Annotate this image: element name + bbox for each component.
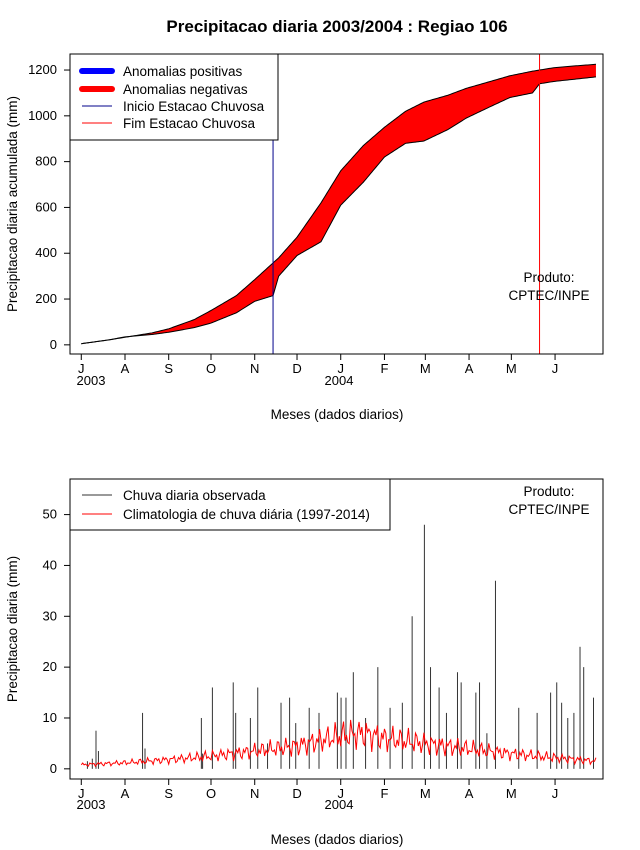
x-tick-label: A	[121, 361, 130, 376]
x-tick-label: J	[552, 786, 559, 801]
x-tick-label: D	[292, 361, 301, 376]
y-tick-label: 50	[43, 507, 57, 522]
top-credit-line-2: CPTEC/INPE	[508, 288, 589, 303]
legend-label-chuva-observada: Chuva diaria observada	[123, 488, 266, 503]
bottom-year-label-2003: 2003	[77, 797, 106, 812]
y-tick-label: 10	[43, 710, 57, 725]
x-tick-label: S	[164, 361, 173, 376]
bottom-y-axis: 0 10 20 30 40 50	[43, 507, 70, 776]
legend-label-fim: Fim Estacao Chuvosa	[123, 116, 256, 131]
top-legend: Anomalias positivas Anomalias negativas …	[69, 53, 279, 141]
legend-label-climatologia: Climatologia de chuva diária (1997-2014)	[123, 507, 370, 522]
y-tick-label: 600	[35, 199, 57, 214]
x-tick-label: M	[420, 361, 431, 376]
x-tick-label: J	[337, 361, 344, 376]
x-tick-label: A	[465, 786, 474, 801]
top-y-axis: 0 200 400 600 800 1000 1200	[28, 62, 70, 352]
chart-bottom: 0 10 20 30 40 50 J A S O N D J F M A M J 2003 2004 Meses…	[5, 478, 604, 847]
legend-label-anomalias-negativas: Anomalias negativas	[123, 82, 248, 97]
y-tick-label: 40	[43, 557, 57, 572]
x-tick-label: A	[121, 786, 130, 801]
top-year-label-2004: 2004	[325, 373, 354, 388]
bottom-x-axis-label: Meses (dados diarios)	[271, 832, 404, 847]
x-tick-label: M	[420, 786, 431, 801]
x-tick-label: O	[206, 361, 216, 376]
x-tick-label: S	[164, 786, 173, 801]
x-tick-label: J	[78, 361, 85, 376]
top-year-label-2003: 2003	[77, 373, 106, 388]
top-plot-frame	[69, 53, 604, 355]
x-tick-label: J	[337, 786, 344, 801]
y-tick-label: 200	[35, 291, 57, 306]
x-tick-label: O	[206, 786, 216, 801]
climatology-cumulative-line	[81, 63, 596, 345]
x-tick-label: D	[292, 786, 301, 801]
x-tick-label: N	[250, 786, 259, 801]
observed-cumulative-line	[81, 76, 597, 345]
x-tick-label: N	[250, 361, 259, 376]
legend-label-anomalias-positivas: Anomalias positivas	[123, 64, 243, 79]
y-tick-label: 0	[50, 337, 57, 352]
x-tick-label: M	[506, 361, 517, 376]
top-credit-line-1: Produto:	[523, 270, 574, 285]
bottom-credit-line-2: CPTEC/INPE	[508, 502, 589, 517]
chart-title: Precipitacao diaria 2003/2004 : Regiao 1…	[166, 17, 507, 36]
y-tick-label: 400	[35, 245, 57, 260]
y-tick-label: 0	[50, 761, 57, 776]
negative-anomaly-area	[81, 64, 596, 344]
y-tick-label: 1000	[28, 108, 57, 123]
bottom-y-axis-label: Precipitacao diaria (mm)	[5, 556, 20, 702]
bottom-credit-line-1: Produto:	[523, 484, 574, 499]
x-tick-label: F	[380, 786, 388, 801]
climatology-line	[80, 719, 597, 768]
y-tick-label: 1200	[28, 62, 57, 77]
bottom-plot-bars	[86, 524, 594, 769]
x-tick-label: A	[465, 361, 474, 376]
bottom-legend: Chuva diaria observada Climatologia de c…	[69, 478, 391, 531]
x-tick-label: F	[380, 361, 388, 376]
bottom-legend-box	[69, 478, 391, 531]
chart-top: Precipitacao diaria 2003/2004 : Regiao 1…	[5, 17, 604, 422]
legend-label-inicio: Inicio Estacao Chuvosa	[123, 99, 265, 114]
x-tick-label: J	[78, 786, 85, 801]
y-tick-label: 30	[43, 608, 57, 623]
top-y-axis-label: Precipitacao diaria acumulada (mm)	[5, 96, 20, 312]
bottom-year-label-2004: 2004	[325, 797, 354, 812]
top-plot-marks	[81, 63, 597, 345]
x-tick-label: J	[552, 361, 559, 376]
x-tick-label: M	[506, 786, 517, 801]
top-x-axis-label: Meses (dados diarios)	[271, 407, 404, 422]
y-tick-label: 20	[43, 659, 57, 674]
y-tick-label: 800	[35, 154, 57, 169]
